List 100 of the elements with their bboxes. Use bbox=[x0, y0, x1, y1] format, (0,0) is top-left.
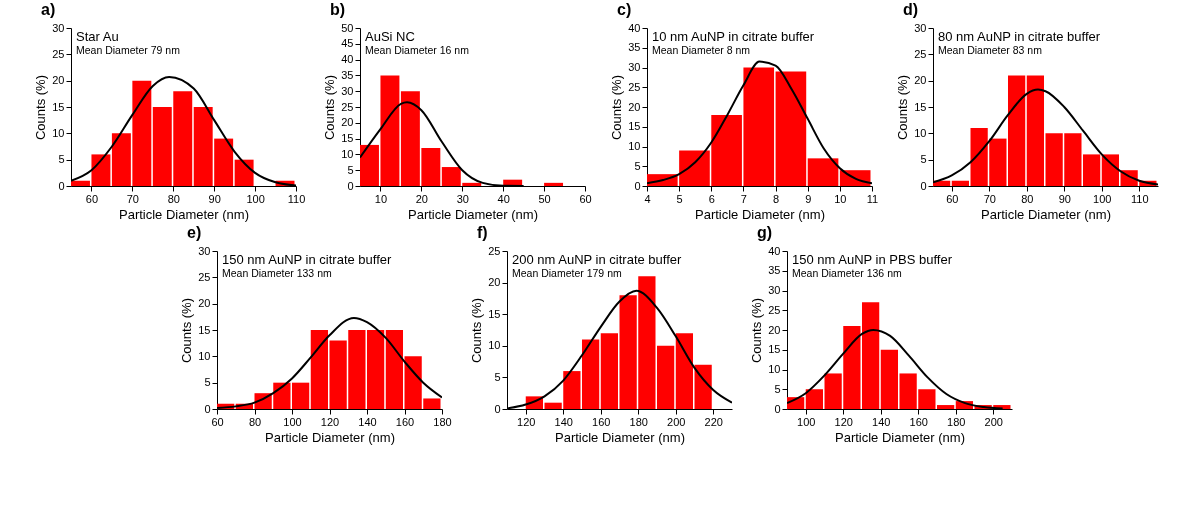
x-tick-label: 180 bbox=[432, 415, 452, 428]
y-tick-label: 0 bbox=[773, 402, 780, 415]
y-tick-label: 20 bbox=[197, 297, 210, 310]
y-tick-label: 30 bbox=[767, 284, 780, 296]
y-tick-label: 15 bbox=[913, 100, 926, 113]
chart-title: e) bbox=[186, 224, 201, 241]
y-tick-label: 5 bbox=[633, 159, 640, 172]
x-tick-label: 80 bbox=[167, 192, 180, 205]
y-tick-label: 30 bbox=[340, 84, 353, 97]
y-tick-label: 10 bbox=[197, 349, 210, 362]
x-tick-label: 160 bbox=[395, 415, 414, 428]
chart-title: d) bbox=[902, 1, 918, 18]
y-tick-label: 30 bbox=[197, 244, 210, 257]
chart-title: f) bbox=[476, 224, 488, 241]
x-tick-label: 160 bbox=[909, 415, 928, 428]
annotation: Mean Diameter 8 nm bbox=[651, 44, 750, 56]
x-tick-label: 8 bbox=[772, 192, 779, 205]
y-tick-label: 20 bbox=[913, 74, 926, 87]
x-tick-label: 200 bbox=[666, 415, 685, 428]
x-tick-label: 140 bbox=[871, 415, 890, 428]
x-tick-label: 220 bbox=[704, 415, 723, 428]
y-tick-label: 25 bbox=[340, 100, 353, 113]
y-tick-label: 5 bbox=[919, 153, 926, 166]
y-tick-label: 15 bbox=[487, 307, 500, 320]
x-tick-label: 80 bbox=[248, 415, 261, 428]
x-tick-label: 9 bbox=[804, 192, 811, 205]
x-tick-label: 90 bbox=[1058, 192, 1071, 205]
y-axis-title: Counts (%) bbox=[32, 74, 48, 141]
annotation: Mean Diameter 83 nm bbox=[937, 44, 1042, 56]
x-axis-title: Particle Diameter (nm) bbox=[694, 206, 825, 222]
annotation: Mean Diameter 16 nm bbox=[364, 44, 469, 56]
x-tick-label: 200 bbox=[984, 415, 1003, 428]
annotation: Mean Diameter 179 nm bbox=[511, 267, 622, 279]
y-tick-label: 45 bbox=[340, 37, 353, 50]
x-axis-title: Particle Diameter (nm) bbox=[264, 429, 395, 445]
y-tick-label: 25 bbox=[197, 270, 210, 283]
x-tick-label: 50 bbox=[537, 192, 551, 205]
y-axis-title: Counts (%) bbox=[894, 74, 910, 141]
y-tick-label: 0 bbox=[493, 402, 500, 415]
y-tick-label: 5 bbox=[773, 382, 780, 395]
x-tick-label: 120 bbox=[320, 415, 339, 428]
annotation: Mean Diameter 79 nm bbox=[75, 44, 180, 56]
y-axis-title: Counts (%) bbox=[321, 74, 337, 141]
y-tick-label: 5 bbox=[57, 153, 64, 166]
y-tick-label: 35 bbox=[340, 68, 353, 81]
y-tick-label: 15 bbox=[340, 132, 353, 145]
annotation: 80 nm AuNP in citrate buffer bbox=[937, 29, 1101, 44]
chart-title: a) bbox=[40, 1, 55, 18]
y-tick-label: 15 bbox=[197, 323, 210, 336]
y-tick-label: 15 bbox=[767, 343, 780, 356]
y-tick-label: 0 bbox=[633, 179, 640, 192]
x-tick-label: 10 bbox=[374, 192, 387, 205]
x-tick-label: 60 bbox=[210, 415, 224, 428]
annotation: 200 nm AuNP in citrate buffer bbox=[511, 252, 682, 267]
y-tick-label: 5 bbox=[346, 163, 353, 176]
x-tick-label: 120 bbox=[834, 415, 853, 428]
x-tick-label: 7 bbox=[740, 192, 747, 205]
y-axis-title: Counts (%) bbox=[178, 297, 194, 364]
y-tick-label: 40 bbox=[767, 244, 780, 257]
x-tick-label: 30 bbox=[456, 192, 469, 205]
y-tick-label: 50 bbox=[340, 21, 353, 34]
x-tick-label: 120 bbox=[516, 415, 535, 428]
x-tick-label: 100 bbox=[245, 192, 265, 205]
y-tick-label: 10 bbox=[51, 126, 64, 139]
x-axis-title: Particle Diameter (nm) bbox=[980, 206, 1111, 222]
y-axis-title: Counts (%) bbox=[748, 297, 764, 364]
x-tick-label: 180 bbox=[946, 415, 965, 428]
x-tick-label: 110 bbox=[1130, 192, 1149, 205]
y-tick-label: 25 bbox=[767, 303, 780, 316]
annotation: AuSi NC bbox=[364, 29, 415, 44]
annotation: Mean Diameter 136 nm bbox=[791, 267, 902, 279]
y-tick-label: 15 bbox=[627, 120, 640, 133]
x-tick-label: 70 bbox=[126, 192, 139, 205]
y-axis-title: Counts (%) bbox=[468, 297, 484, 364]
annotation: 10 nm AuNP in citrate buffer bbox=[651, 29, 815, 44]
y-tick-label: 20 bbox=[51, 74, 64, 87]
y-tick-label: 25 bbox=[627, 80, 640, 93]
x-tick-label: 140 bbox=[554, 415, 573, 428]
y-tick-label: 25 bbox=[487, 244, 500, 257]
x-tick-label: 80 bbox=[1020, 192, 1033, 205]
y-tick-label: 0 bbox=[919, 179, 926, 192]
x-tick-label: 90 bbox=[208, 192, 221, 205]
x-tick-label: 180 bbox=[629, 415, 648, 428]
y-tick-label: 20 bbox=[627, 100, 640, 113]
y-tick-label: 35 bbox=[767, 264, 780, 277]
y-tick-label: 30 bbox=[51, 21, 64, 34]
x-axis-title: Particle Diameter (nm) bbox=[554, 429, 685, 445]
y-tick-label: 0 bbox=[203, 402, 210, 415]
y-tick-label: 20 bbox=[340, 116, 353, 129]
y-tick-label: 15 bbox=[51, 100, 64, 113]
y-tick-label: 40 bbox=[627, 21, 640, 34]
y-tick-label: 0 bbox=[346, 179, 353, 192]
chart-title: b) bbox=[329, 1, 345, 18]
x-tick-label: 20 bbox=[415, 192, 428, 205]
y-tick-label: 20 bbox=[487, 276, 500, 289]
y-tick-label: 30 bbox=[627, 61, 640, 73]
x-tick-label: 100 bbox=[1092, 192, 1111, 205]
y-tick-label: 20 bbox=[767, 323, 780, 336]
x-tick-label: 11 bbox=[866, 192, 878, 205]
x-tick-label: 60 bbox=[578, 192, 592, 205]
